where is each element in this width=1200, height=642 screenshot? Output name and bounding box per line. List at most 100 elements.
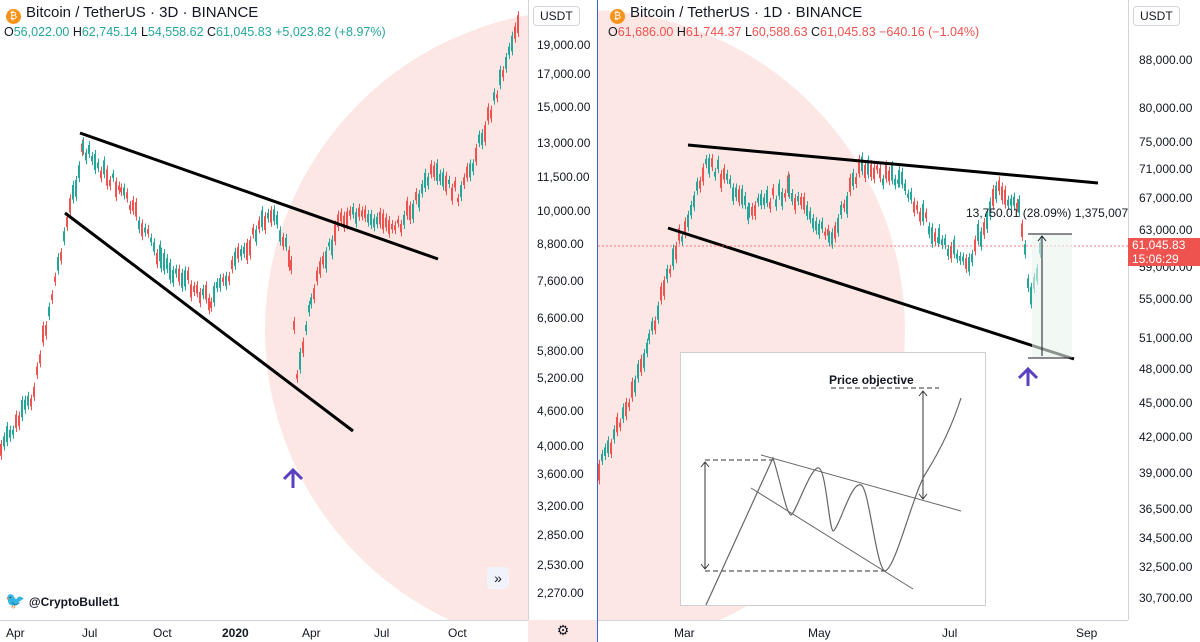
left-y-tick: 5,200.00 <box>537 371 584 385</box>
candle-body <box>898 170 900 184</box>
candle-body <box>916 204 918 210</box>
candle-body <box>784 193 786 198</box>
bitcoin-logo-icon: ₿ <box>6 9 21 24</box>
candle-body <box>775 199 777 207</box>
left-symbol-header[interactable]: ₿ Bitcoin / TetherUS · 3D · BINANCE <box>6 4 258 24</box>
right-up-arrow-icon <box>1017 366 1039 386</box>
candle-body <box>424 172 426 188</box>
left-y-tick: 5,800.00 <box>537 344 584 358</box>
expand-chart-button[interactable]: » <box>487 567 509 589</box>
candle-body <box>205 285 207 300</box>
candle-body <box>97 162 99 169</box>
candle-body <box>962 256 964 262</box>
candle-body <box>132 200 134 211</box>
right-currency-button[interactable]: USDT <box>1133 6 1180 26</box>
twitter-handle: 🐦 @CryptoBullet1 <box>5 593 120 610</box>
candle-body <box>100 170 102 179</box>
left-chart-panel[interactable]: ₿ Bitcoin / TetherUS · 3D · BINANCE O56,0… <box>0 0 598 642</box>
candle-body <box>625 402 627 417</box>
candle-body <box>82 141 84 151</box>
candle-body <box>288 250 290 268</box>
candle-body <box>264 216 266 231</box>
candle-body <box>216 282 218 289</box>
left-time-axis[interactable]: Apr Jul Oct 2020 Apr Jul Oct <box>0 620 528 642</box>
candle-body <box>109 179 111 187</box>
candle-body <box>460 185 462 198</box>
settings-gear-icon[interactable]: ⚙ <box>556 622 570 638</box>
candle-body <box>147 228 149 234</box>
candle-body <box>772 187 774 196</box>
candle-body <box>660 286 662 301</box>
candle-body <box>406 200 408 216</box>
candle-body <box>956 253 958 260</box>
right-x-tick: May <box>808 626 831 640</box>
candle-body <box>361 210 363 217</box>
right-time-axis[interactable]: Mar May Jul Sep <box>598 620 1128 642</box>
candle-body <box>258 220 260 230</box>
candle-body <box>160 251 162 269</box>
candle-body <box>505 56 507 69</box>
candle-body <box>282 236 284 247</box>
right-symbol-header[interactable]: ₿ Bitcoin / TetherUS · 1D · BINANCE <box>610 4 862 24</box>
candle-body <box>352 206 354 215</box>
candle-body <box>103 160 105 175</box>
candle-body <box>684 221 686 235</box>
candle-body <box>358 207 360 217</box>
candle-body <box>397 219 399 224</box>
candle-body <box>457 197 459 203</box>
candle-body <box>514 26 516 39</box>
candle-body <box>837 218 839 233</box>
candle-body <box>965 258 967 269</box>
candle-body <box>184 270 186 287</box>
candle-body <box>640 358 642 373</box>
candle-body <box>953 239 955 255</box>
candle-body <box>169 262 171 280</box>
left-candles <box>0 11 519 460</box>
left-currency-button[interactable]: USDT <box>533 6 580 26</box>
right-x-tick: Jul <box>942 626 958 640</box>
candle-body <box>666 268 668 280</box>
candle-body <box>45 325 47 336</box>
candle-body <box>983 222 985 235</box>
candle-body <box>249 240 251 256</box>
candle-body <box>601 453 603 462</box>
candle-body <box>977 224 979 241</box>
candle-body <box>726 173 728 180</box>
candle-body <box>891 165 893 181</box>
candle-body <box>472 163 474 172</box>
candle-body <box>293 321 295 330</box>
candle-body <box>213 286 215 303</box>
candle-body <box>190 284 192 298</box>
candle-body <box>744 195 746 206</box>
candle-body <box>364 209 366 218</box>
candle-body <box>310 297 312 305</box>
candle-body <box>123 187 125 196</box>
left-price-axis[interactable]: USDT 19,000.00 17,000.00 15,000.00 13,000.0… <box>528 0 598 620</box>
candle-body <box>616 416 618 433</box>
right-price-axis[interactable]: USDT 88,000.00 80,000.00 75,000.00 71,000.0… <box>1128 0 1200 620</box>
candle-body <box>9 429 11 438</box>
candle-body <box>276 215 278 225</box>
candle-body <box>78 165 80 179</box>
candle-body <box>246 242 248 261</box>
candle-body <box>490 109 492 119</box>
candle-body <box>1030 286 1032 305</box>
candle-body <box>302 341 304 354</box>
candle-body <box>144 227 146 233</box>
candle-body <box>828 234 830 243</box>
candle-body <box>634 379 636 393</box>
candle-body <box>331 239 333 256</box>
candle-body <box>88 144 90 154</box>
candle-body <box>852 172 854 187</box>
candle-body <box>237 247 239 259</box>
candle-body <box>433 165 435 177</box>
candle-body <box>126 192 128 199</box>
candle-body <box>57 257 59 271</box>
candle-body <box>613 429 615 440</box>
candle-body <box>705 158 707 165</box>
left-x-tick: Apr <box>302 626 321 640</box>
left-y-tick: 4,000.00 <box>537 439 584 453</box>
candle-body <box>273 209 275 222</box>
price-objective-label: Price objective <box>829 373 914 387</box>
left-y-tick: 19,000.00 <box>537 38 591 52</box>
